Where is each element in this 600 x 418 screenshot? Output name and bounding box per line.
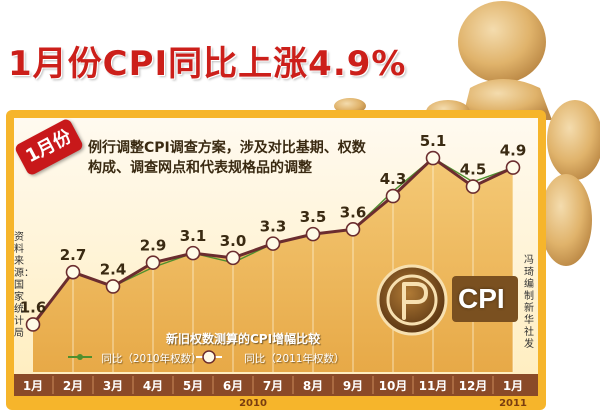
x-tick-label: 11月 xyxy=(419,379,448,393)
x-tick-label: 12月 xyxy=(459,379,488,393)
x-tick-label: 7月 xyxy=(263,379,283,393)
point-2011-weights xyxy=(505,160,521,175)
point-2011-weights xyxy=(145,255,161,270)
data-label: 3.3 xyxy=(260,218,287,236)
cpi-logo-icon xyxy=(376,264,518,336)
legend-new-mark xyxy=(196,350,222,364)
source-credit: 资料来源：国家统计局 xyxy=(14,232,34,339)
point-2011-weights xyxy=(385,188,401,204)
x-tick-label: 6月 xyxy=(223,379,243,393)
data-label: 2.4 xyxy=(100,260,127,278)
point-2011-weights xyxy=(25,317,41,332)
data-label: 3.5 xyxy=(300,208,327,226)
methodology-note: 例行调整CPI调查方案，涉及对比基期、权数 构成、调查网点和代表规格品的调整 xyxy=(88,138,408,178)
x-tick-label: 4月 xyxy=(143,379,163,393)
data-label: 1.6 xyxy=(20,298,47,316)
x-tick-label: 5月 xyxy=(183,379,203,393)
data-label: 4.5 xyxy=(460,161,487,179)
x-tick-label: 8月 xyxy=(303,379,323,393)
year-groups: 2010 2011 xyxy=(239,398,527,409)
legend: 同比（2010年权数） 同比（2011年权数） xyxy=(70,351,345,366)
point-2011-weights xyxy=(345,222,361,237)
legend-title: 新旧权数测算的CPI增幅比较 xyxy=(166,332,321,346)
point-2011-weights xyxy=(105,279,121,294)
data-label: 4.9 xyxy=(500,142,527,160)
point-2011-weights xyxy=(65,264,81,280)
axis-bar xyxy=(14,374,538,396)
year-label: 2010 xyxy=(239,398,267,409)
x-tick-label: 1月 xyxy=(503,379,523,393)
point-2011-weights xyxy=(425,150,441,166)
point-2011-weights xyxy=(305,226,321,242)
point-2011-weights xyxy=(465,179,481,194)
x-tick-label: 9月 xyxy=(343,379,363,393)
data-label: 5.1 xyxy=(420,132,447,150)
data-label: 3.6 xyxy=(340,203,367,221)
data-label: 3.1 xyxy=(180,227,207,245)
data-label: 4.3 xyxy=(380,170,407,188)
x-tick-label: 3月 xyxy=(103,379,123,393)
point-2011-weights xyxy=(185,245,201,261)
legend-old-mark xyxy=(68,354,92,360)
cpi-logo-text: CPI xyxy=(458,283,505,314)
year-bar xyxy=(14,396,538,408)
data-label: 2.7 xyxy=(60,246,87,264)
year-label: 2011 xyxy=(499,398,527,409)
data-label: 3.0 xyxy=(220,232,247,250)
x-tick-label: 10月 xyxy=(379,379,408,393)
data-label: 2.9 xyxy=(140,237,167,255)
point-2011-weights xyxy=(225,250,241,266)
legend-new-weights: 同比（2011年权数） xyxy=(244,353,345,365)
page-title: 1月份CPI同比上涨4.9% xyxy=(8,44,407,84)
legend-old-weights: 同比（2010年权数） xyxy=(101,353,202,365)
x-tick-label: 2月 xyxy=(63,379,83,393)
point-2011-weights xyxy=(265,236,281,251)
month-ticks: 1月 2月 3月 4月 5月 6月 7月 8月 9月 10月 11月 12月 1月 xyxy=(23,376,523,394)
note-line-2: 构成、调查网点和代表规格品的调整 xyxy=(88,160,312,176)
note-line-1: 例行调整CPI调查方案，涉及对比基期、权数 xyxy=(88,140,366,156)
author-credit: 冯琦 编制 新华社发 xyxy=(524,255,534,350)
mascot-figure xyxy=(334,1,600,266)
x-tick-label: 1月 xyxy=(23,379,43,393)
